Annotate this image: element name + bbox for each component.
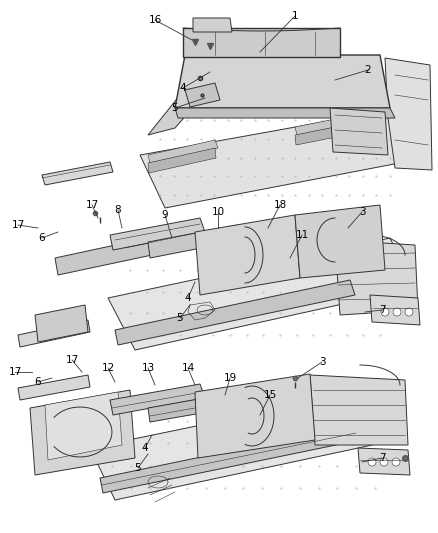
Text: 18: 18 [273, 200, 286, 210]
Text: 3: 3 [318, 357, 325, 367]
Polygon shape [175, 55, 389, 108]
Polygon shape [55, 238, 152, 275]
Polygon shape [148, 148, 215, 173]
Polygon shape [184, 83, 219, 107]
Polygon shape [183, 28, 339, 57]
Text: 4: 4 [179, 83, 186, 93]
Text: 17: 17 [11, 220, 25, 230]
Polygon shape [18, 320, 90, 347]
Polygon shape [329, 108, 387, 155]
Circle shape [379, 458, 387, 466]
Polygon shape [108, 238, 414, 350]
Text: 4: 4 [184, 293, 191, 303]
Polygon shape [30, 390, 135, 475]
Polygon shape [294, 120, 370, 145]
Circle shape [391, 458, 399, 466]
Polygon shape [334, 240, 417, 315]
Text: 12: 12 [101, 363, 114, 373]
Polygon shape [100, 425, 359, 493]
Text: 14: 14 [181, 363, 194, 373]
Polygon shape [45, 392, 122, 460]
Polygon shape [193, 18, 231, 32]
Polygon shape [175, 108, 394, 118]
Text: 4: 4 [141, 443, 148, 453]
Text: 9: 9 [161, 210, 168, 220]
Circle shape [367, 458, 375, 466]
Text: 7: 7 [378, 305, 385, 315]
Polygon shape [90, 388, 404, 500]
Text: 15: 15 [263, 390, 276, 400]
Text: 5: 5 [171, 103, 178, 113]
Text: 8: 8 [114, 205, 121, 215]
Polygon shape [148, 225, 241, 258]
Text: 2: 2 [364, 65, 371, 75]
Text: 19: 19 [223, 373, 236, 383]
Polygon shape [294, 205, 384, 278]
Text: 17: 17 [85, 200, 99, 210]
Polygon shape [194, 374, 314, 458]
Polygon shape [110, 384, 205, 415]
Text: 3: 3 [358, 207, 364, 217]
Polygon shape [148, 88, 209, 135]
Polygon shape [357, 448, 409, 475]
Text: 6: 6 [35, 377, 41, 387]
Text: 13: 13 [141, 363, 154, 373]
Text: 17: 17 [8, 367, 21, 377]
Polygon shape [148, 140, 218, 163]
Polygon shape [18, 375, 90, 400]
Text: 17: 17 [65, 355, 78, 365]
Text: 5: 5 [176, 313, 183, 323]
Text: 11: 11 [295, 230, 308, 240]
Polygon shape [42, 162, 113, 185]
Polygon shape [194, 215, 299, 295]
Circle shape [404, 308, 412, 316]
Polygon shape [35, 305, 88, 342]
Text: 1: 1 [291, 11, 298, 21]
Polygon shape [148, 392, 241, 422]
Polygon shape [369, 295, 419, 325]
Text: 6: 6 [39, 233, 45, 243]
Text: 16: 16 [148, 15, 161, 25]
Polygon shape [140, 110, 414, 208]
Polygon shape [115, 280, 354, 345]
Circle shape [380, 308, 388, 316]
Text: 10: 10 [211, 207, 224, 217]
Polygon shape [309, 375, 407, 445]
Polygon shape [384, 58, 431, 170]
Text: 5: 5 [134, 463, 141, 473]
Circle shape [392, 308, 400, 316]
Polygon shape [110, 218, 205, 250]
Polygon shape [294, 112, 371, 135]
Text: 7: 7 [378, 453, 385, 463]
